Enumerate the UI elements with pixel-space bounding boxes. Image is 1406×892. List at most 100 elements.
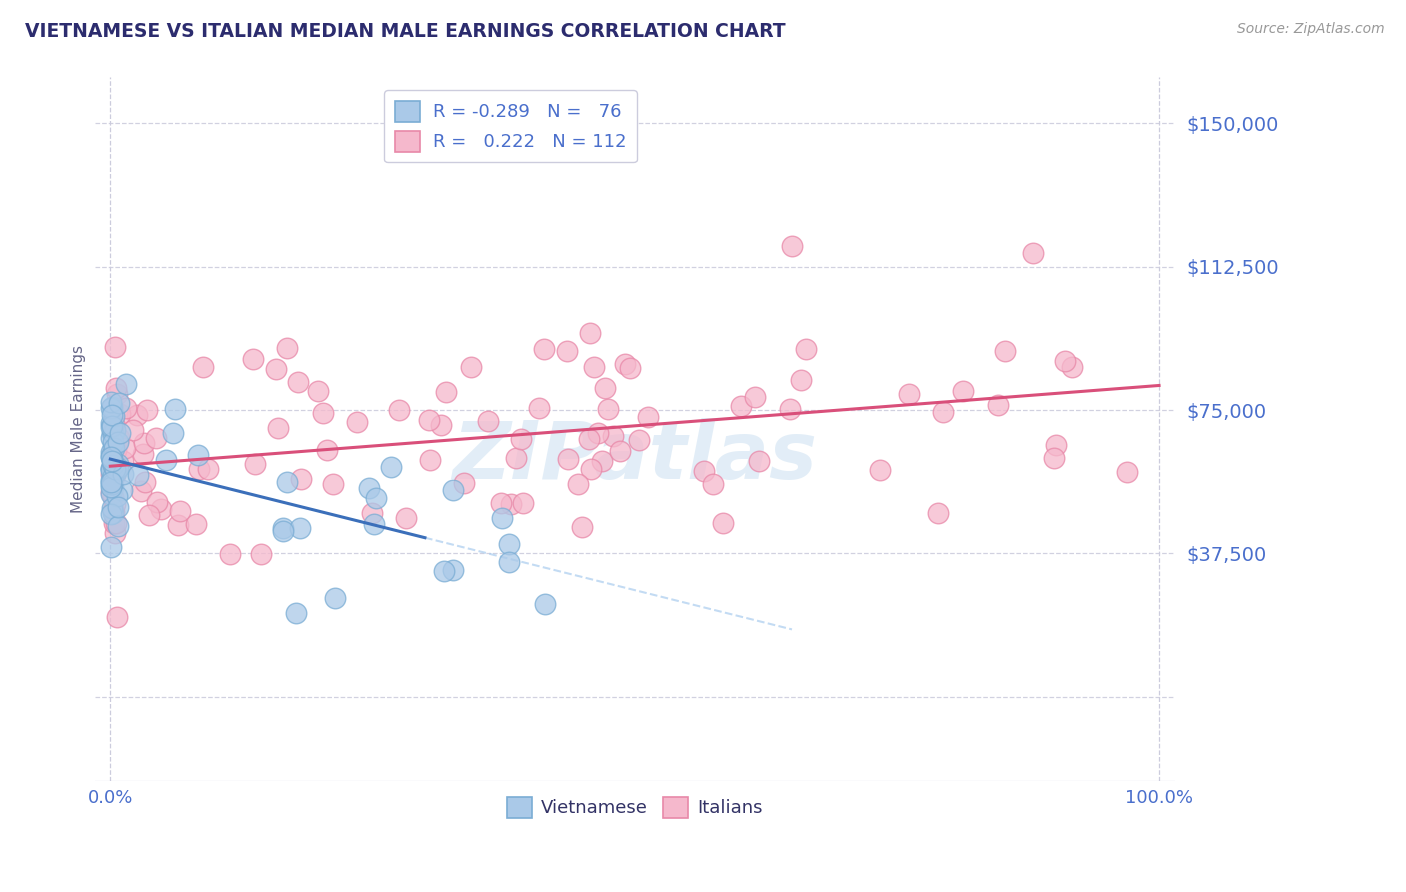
Point <box>101 426 124 441</box>
Point <box>100 416 122 430</box>
Point <box>100 487 122 501</box>
Point <box>436 385 458 400</box>
Point <box>101 491 124 505</box>
Point <box>578 432 600 446</box>
Point <box>105 387 128 401</box>
Point <box>169 504 191 518</box>
Point <box>1045 438 1067 452</box>
Point <box>1060 360 1083 375</box>
Point <box>162 425 184 440</box>
Point <box>103 441 125 455</box>
Point <box>779 402 801 417</box>
Point <box>122 423 145 437</box>
Point <box>588 426 610 441</box>
Point <box>567 477 589 491</box>
Point <box>243 458 266 472</box>
Point <box>134 475 156 489</box>
Point <box>441 563 464 577</box>
Point <box>361 506 384 520</box>
Point <box>101 443 124 458</box>
Point <box>312 406 335 420</box>
Point <box>105 610 128 624</box>
Point <box>108 426 131 441</box>
Point <box>571 520 593 534</box>
Point <box>897 386 920 401</box>
Point <box>101 477 124 491</box>
Point <box>591 453 613 467</box>
Point <box>110 483 132 497</box>
Point <box>533 343 555 357</box>
Point <box>104 461 127 475</box>
Point <box>150 502 173 516</box>
Point <box>100 484 122 499</box>
Point <box>105 462 128 476</box>
Point <box>366 491 388 506</box>
Point <box>290 472 312 486</box>
Point <box>105 516 128 531</box>
Point <box>100 420 122 434</box>
Point <box>477 414 499 428</box>
Point <box>100 476 122 491</box>
Point <box>1115 465 1137 479</box>
Point <box>100 431 122 445</box>
Point <box>100 480 122 494</box>
Point <box>105 489 128 503</box>
Point <box>498 555 520 569</box>
Point <box>780 238 803 252</box>
Point <box>316 442 339 457</box>
Point <box>100 541 122 555</box>
Point <box>510 433 533 447</box>
Point <box>101 409 124 423</box>
Point <box>271 524 294 538</box>
Point <box>101 451 124 466</box>
Point <box>107 500 129 515</box>
Point <box>100 500 122 515</box>
Point <box>101 458 124 473</box>
Point <box>114 442 136 456</box>
Point <box>307 384 329 398</box>
Point <box>129 483 152 498</box>
Point <box>101 452 124 467</box>
Point <box>103 505 125 519</box>
Point <box>100 462 122 476</box>
Point <box>276 341 298 355</box>
Point <box>100 474 122 488</box>
Point <box>103 480 125 494</box>
Point <box>598 401 620 416</box>
Point <box>101 419 124 434</box>
Point <box>637 409 659 424</box>
Point <box>111 454 134 468</box>
Point <box>165 402 187 417</box>
Point <box>145 431 167 445</box>
Point <box>100 449 122 463</box>
Point <box>105 465 128 479</box>
Point <box>101 503 124 517</box>
Point <box>111 467 134 481</box>
Point <box>107 434 129 449</box>
Point <box>103 506 125 520</box>
Point <box>100 463 122 477</box>
Text: Source: ZipAtlas.com: Source: ZipAtlas.com <box>1237 22 1385 37</box>
Point <box>264 362 287 376</box>
Point <box>702 477 724 491</box>
Point <box>103 409 125 423</box>
Point <box>602 429 624 443</box>
Point <box>191 359 214 374</box>
Point <box>100 401 122 415</box>
Point <box>388 402 411 417</box>
Point <box>794 342 817 356</box>
Point <box>609 444 631 458</box>
Point <box>100 467 122 481</box>
Point <box>127 468 149 483</box>
Point <box>582 360 605 375</box>
Point <box>527 401 550 416</box>
Point <box>103 468 125 483</box>
Point <box>184 516 207 531</box>
Point <box>104 468 127 483</box>
Point <box>931 404 953 418</box>
Point <box>100 461 122 475</box>
Point <box>287 375 309 389</box>
Point <box>103 469 125 483</box>
Point <box>1043 451 1066 466</box>
Point <box>557 451 579 466</box>
